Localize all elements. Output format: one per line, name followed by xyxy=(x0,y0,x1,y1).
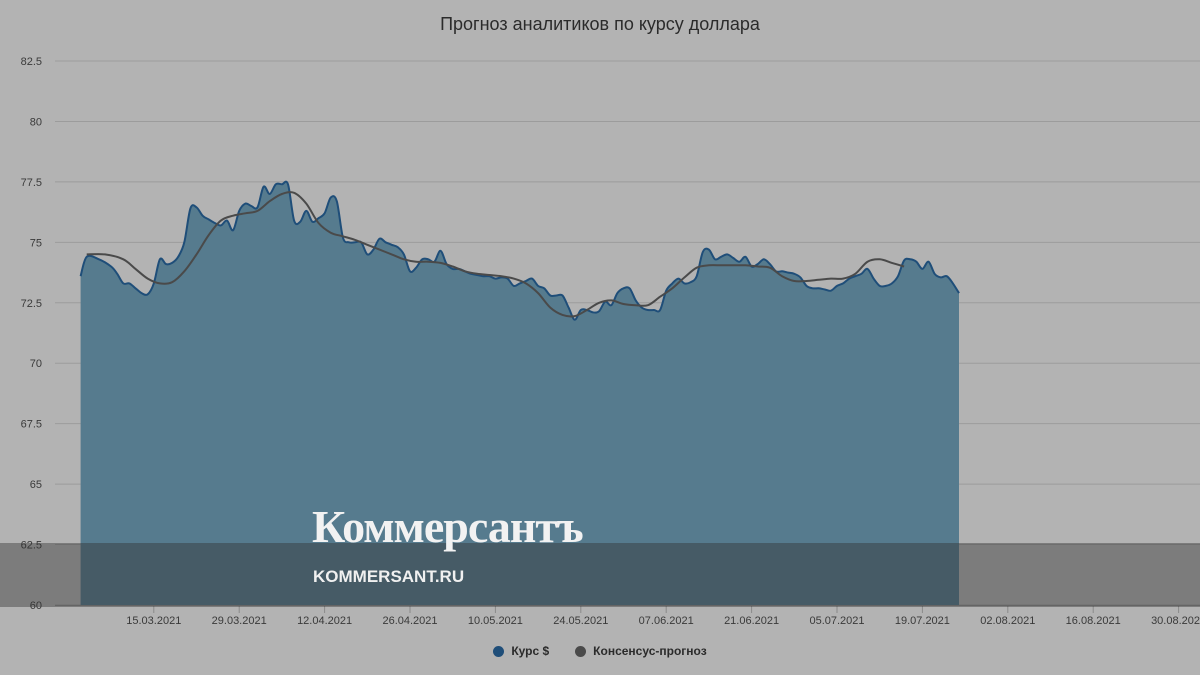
x-tick-label: 05.07.2021 xyxy=(809,615,864,627)
x-tick-label: 30.08.2021 xyxy=(1151,615,1200,627)
y-tick-label: 80 xyxy=(30,116,42,128)
y-tick-label: 60 xyxy=(30,600,42,612)
legend: Курс $ Консенсус-прогноз xyxy=(0,644,1200,658)
legend-item-consensus[interactable]: Консенсус-прогноз xyxy=(575,644,707,658)
x-tick-label: 21.06.2021 xyxy=(724,615,779,627)
y-tick-label: 65 xyxy=(30,479,42,491)
y-tick-label: 70 xyxy=(30,358,42,370)
watermark-logo: Коммерсантъ xyxy=(312,501,584,552)
watermark-band xyxy=(0,543,1200,607)
y-tick-label: 67.5 xyxy=(21,419,42,431)
legend-label-consensus: Консенсус-прогноз xyxy=(593,644,707,658)
y-tick-label: 72.5 xyxy=(21,298,42,310)
x-tick-label: 29.03.2021 xyxy=(212,615,267,627)
x-tick-label: 24.05.2021 xyxy=(553,615,608,627)
x-tick-label: 07.06.2021 xyxy=(639,615,694,627)
y-tick-label: 75 xyxy=(30,237,42,249)
legend-dot-rate-icon xyxy=(493,645,505,657)
x-tick-label: 19.07.2021 xyxy=(895,615,950,627)
series-consensus-line xyxy=(86,191,905,318)
legend-label-rate: Курс $ xyxy=(511,644,550,658)
y-tick-label: 82.5 xyxy=(21,56,42,68)
series-rate-area xyxy=(80,181,960,605)
x-tick-label: 26.04.2021 xyxy=(382,615,437,627)
x-tick-label: 02.08.2021 xyxy=(980,615,1035,627)
series-rate-line xyxy=(79,180,960,321)
x-tick-label: 16.08.2021 xyxy=(1066,615,1121,627)
y-tick-label: 62.5 xyxy=(21,540,42,552)
chart-title: Прогноз аналитиков по курсу доллара xyxy=(440,14,760,34)
x-tick-label: 15.03.2021 xyxy=(126,615,181,627)
x-tick-label: 10.05.2021 xyxy=(468,615,523,627)
legend-dot-consensus-icon xyxy=(575,645,587,657)
watermark-url: KOMMERSANT.RU xyxy=(313,567,465,586)
y-tick-label: 77.5 xyxy=(21,177,42,189)
legend-item-rate[interactable]: Курс $ xyxy=(493,644,549,658)
x-tick-label: 12.04.2021 xyxy=(297,615,352,627)
